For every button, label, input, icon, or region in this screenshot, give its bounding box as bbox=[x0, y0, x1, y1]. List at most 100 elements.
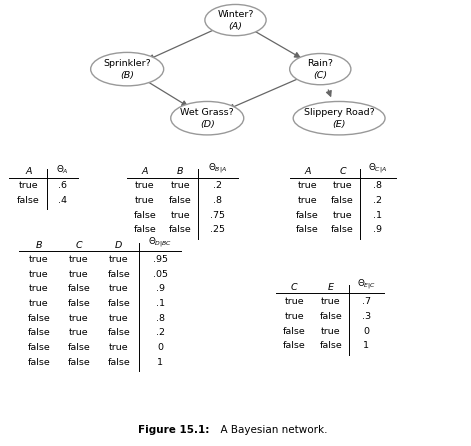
Text: true: true bbox=[171, 181, 190, 190]
Text: .8: .8 bbox=[374, 181, 382, 190]
Text: A Bayesian network.: A Bayesian network. bbox=[214, 425, 328, 435]
Ellipse shape bbox=[171, 101, 244, 135]
Text: true: true bbox=[284, 297, 304, 306]
Text: .25: .25 bbox=[211, 225, 225, 235]
Text: .4: .4 bbox=[58, 196, 67, 205]
Ellipse shape bbox=[293, 101, 385, 135]
Text: false: false bbox=[27, 314, 50, 323]
Text: true: true bbox=[284, 312, 304, 321]
Text: true: true bbox=[171, 211, 190, 220]
Text: false: false bbox=[27, 343, 50, 352]
Text: true: true bbox=[69, 255, 89, 264]
Text: .9: .9 bbox=[155, 284, 165, 293]
Text: false: false bbox=[133, 225, 156, 235]
Ellipse shape bbox=[90, 52, 164, 86]
Text: .95: .95 bbox=[153, 255, 168, 264]
Text: false: false bbox=[283, 341, 306, 351]
Text: Sprinkler?: Sprinkler? bbox=[103, 59, 151, 68]
Text: false: false bbox=[67, 284, 90, 293]
Text: .8: .8 bbox=[155, 314, 165, 323]
Text: .2: .2 bbox=[374, 196, 382, 205]
Text: .2: .2 bbox=[213, 181, 222, 190]
Text: true: true bbox=[29, 299, 49, 308]
Text: $\Theta_A$: $\Theta_A$ bbox=[56, 164, 69, 176]
Text: false: false bbox=[296, 211, 319, 220]
Text: true: true bbox=[321, 326, 341, 336]
Text: B: B bbox=[177, 167, 183, 176]
Text: D: D bbox=[115, 241, 122, 250]
Text: true: true bbox=[333, 181, 352, 190]
Text: Wet Grass?: Wet Grass? bbox=[180, 108, 234, 117]
Ellipse shape bbox=[205, 4, 266, 36]
Text: false: false bbox=[17, 196, 40, 205]
Text: false: false bbox=[27, 328, 50, 338]
Text: false: false bbox=[296, 225, 319, 235]
Text: $\Theta_{E|C}$: $\Theta_{E|C}$ bbox=[357, 278, 376, 292]
Text: .7: .7 bbox=[362, 297, 371, 306]
Text: false: false bbox=[283, 326, 306, 336]
Text: Figure 15.1:: Figure 15.1: bbox=[138, 425, 210, 435]
Text: A: A bbox=[304, 167, 310, 176]
Text: true: true bbox=[109, 284, 129, 293]
Text: false: false bbox=[331, 196, 354, 205]
Text: true: true bbox=[69, 269, 89, 279]
Text: (C): (C) bbox=[313, 71, 327, 80]
Text: Winter?: Winter? bbox=[217, 10, 254, 19]
Text: false: false bbox=[107, 328, 130, 338]
Text: .6: .6 bbox=[58, 181, 67, 190]
Text: false: false bbox=[319, 312, 342, 321]
Text: true: true bbox=[109, 343, 129, 352]
Text: B: B bbox=[36, 241, 42, 250]
Text: false: false bbox=[169, 225, 192, 235]
Text: true: true bbox=[69, 314, 89, 323]
Text: false: false bbox=[331, 225, 354, 235]
Text: .05: .05 bbox=[153, 269, 168, 279]
Text: false: false bbox=[27, 358, 50, 367]
Text: $\Theta_{B|A}$: $\Theta_{B|A}$ bbox=[208, 162, 227, 176]
Text: true: true bbox=[135, 196, 154, 205]
Text: .75: .75 bbox=[211, 211, 225, 220]
Text: true: true bbox=[29, 269, 49, 279]
Text: Rain?: Rain? bbox=[307, 59, 333, 68]
Text: true: true bbox=[298, 196, 317, 205]
Text: true: true bbox=[18, 181, 38, 190]
Text: .9: .9 bbox=[374, 225, 382, 235]
Text: C: C bbox=[75, 241, 82, 250]
Text: false: false bbox=[107, 358, 130, 367]
Text: E: E bbox=[328, 283, 334, 292]
Text: .1: .1 bbox=[374, 211, 382, 220]
Text: .2: .2 bbox=[155, 328, 165, 338]
Text: Slippery Road?: Slippery Road? bbox=[304, 108, 374, 117]
Text: false: false bbox=[107, 299, 130, 308]
Text: true: true bbox=[109, 314, 129, 323]
Text: false: false bbox=[67, 343, 90, 352]
Text: .8: .8 bbox=[213, 196, 222, 205]
Text: 0: 0 bbox=[363, 326, 369, 336]
Text: (D): (D) bbox=[200, 120, 215, 129]
Ellipse shape bbox=[290, 54, 351, 85]
Text: 0: 0 bbox=[157, 343, 163, 352]
Text: C: C bbox=[291, 283, 298, 292]
Text: .1: .1 bbox=[155, 299, 165, 308]
Text: false: false bbox=[319, 341, 342, 351]
Text: true: true bbox=[69, 328, 89, 338]
Text: false: false bbox=[67, 358, 90, 367]
Text: (E): (E) bbox=[333, 120, 346, 129]
Text: true: true bbox=[29, 284, 49, 293]
Text: true: true bbox=[29, 255, 49, 264]
Text: $\Theta_{D|BC}$: $\Theta_{D|BC}$ bbox=[148, 235, 172, 250]
Text: true: true bbox=[109, 255, 129, 264]
Text: true: true bbox=[298, 181, 317, 190]
Text: true: true bbox=[135, 181, 154, 190]
Text: 1: 1 bbox=[157, 358, 163, 367]
Text: false: false bbox=[67, 299, 90, 308]
Text: .3: .3 bbox=[362, 312, 371, 321]
Text: A: A bbox=[25, 167, 32, 176]
Text: (B): (B) bbox=[120, 71, 134, 80]
Text: true: true bbox=[333, 211, 352, 220]
Text: (A): (A) bbox=[228, 22, 243, 31]
Text: 1: 1 bbox=[363, 341, 369, 351]
Text: A: A bbox=[142, 167, 148, 176]
Text: false: false bbox=[107, 269, 130, 279]
Text: true: true bbox=[321, 297, 341, 306]
